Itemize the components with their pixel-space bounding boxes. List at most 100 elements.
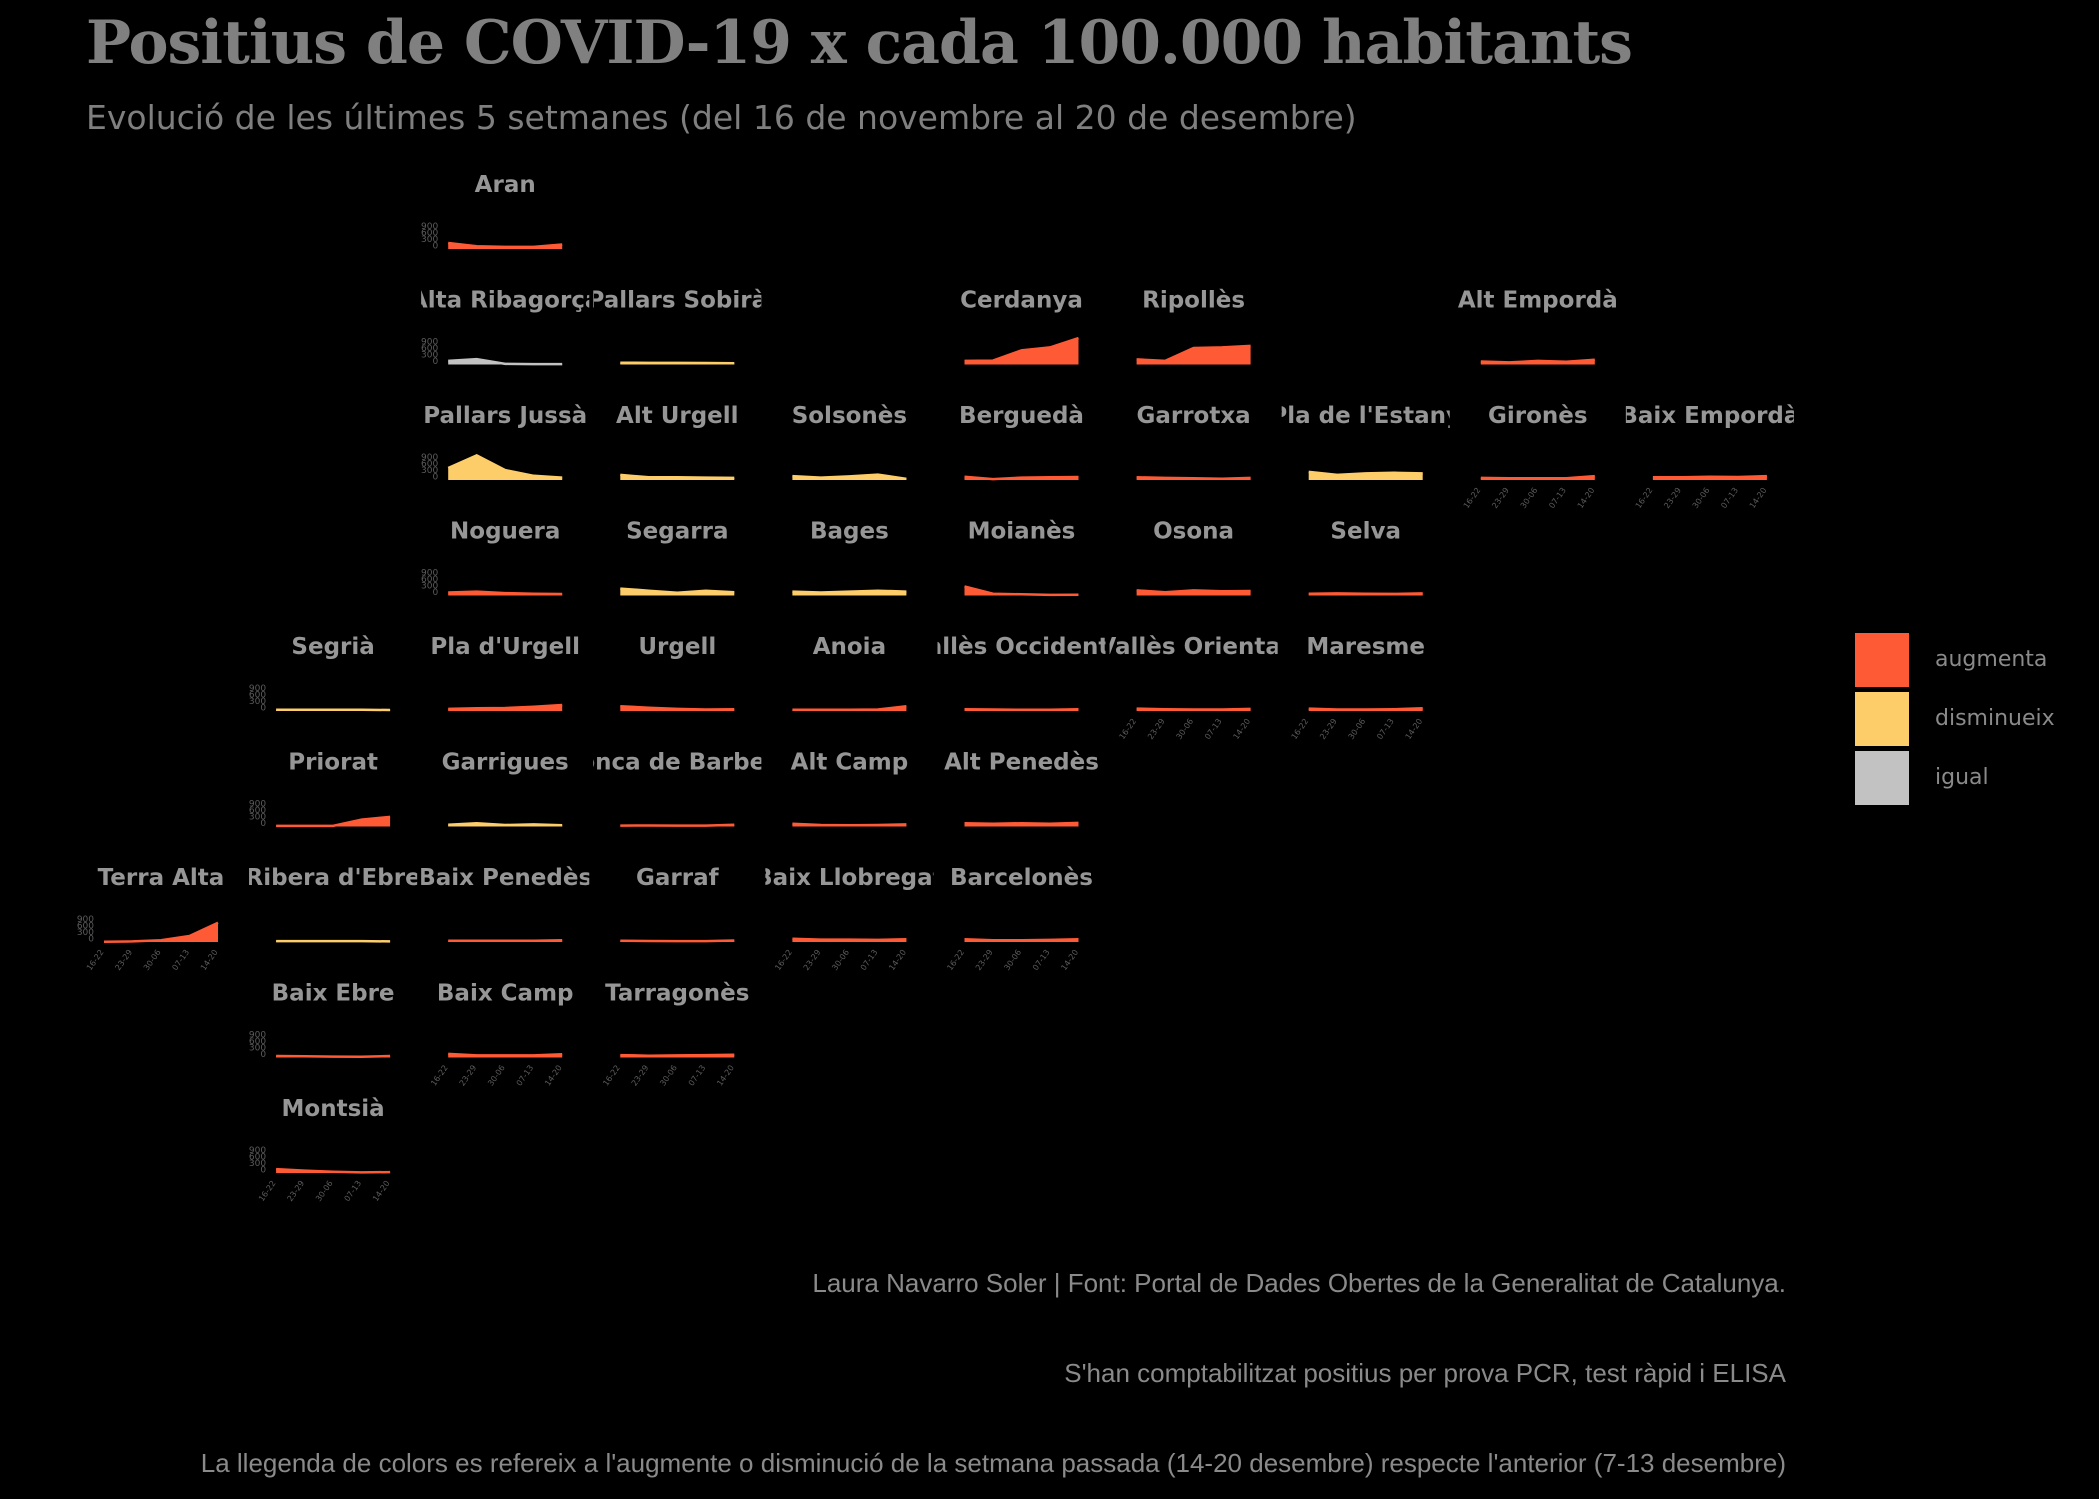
y-tick-label: 0 <box>432 357 438 367</box>
y-tick-label: 600 <box>249 691 266 701</box>
x-tick-label: 23-29 <box>974 948 995 972</box>
panel-title: Alta Ribagorça <box>410 288 601 314</box>
panel-title: Osona <box>1153 519 1234 545</box>
panel-title: Segarra <box>626 519 728 545</box>
area-outline <box>1308 592 1423 596</box>
legend-item-augmenta: augmenta <box>1855 630 2055 689</box>
x-tick-label: 30-06 <box>658 1063 679 1087</box>
area-outline <box>620 823 735 827</box>
x-tick-label: 23-29 <box>802 948 823 972</box>
x-tick-label: 14-20 <box>887 948 908 972</box>
x-tick-label: 23-29 <box>1490 486 1511 510</box>
panel-pallars-sobira: Pallars Sobirà <box>593 288 761 365</box>
panel-title: Anoia <box>813 634 886 660</box>
area-outline <box>448 703 563 711</box>
x-tick-label: 30-06 <box>830 948 851 972</box>
y-tick-label: 0 <box>260 1050 266 1060</box>
area-series <box>276 1169 391 1173</box>
caption-method: S'han comptabilitzat positius per prova … <box>1064 1358 1786 1388</box>
chart-title: Positius de COVID-19 x cada 100.000 habi… <box>86 8 1633 78</box>
area-outline <box>276 1167 391 1174</box>
y-tick-label: 300 <box>77 928 94 938</box>
y-tick-label: 600 <box>421 344 438 354</box>
panel-alt-camp: Alt Camp <box>791 750 908 827</box>
panel-maresme: Maresme 16-22 23-29 30-06 07-13 14-20 <box>1290 634 1425 741</box>
area-outline <box>276 1054 391 1059</box>
x-tick-label: 16-22 <box>1462 486 1483 510</box>
y-tick-label: 0 <box>260 1166 266 1176</box>
y-tick-label: 300 <box>421 351 438 361</box>
y-tick-label: 600 <box>421 460 438 470</box>
panel-title: Bages <box>810 519 889 545</box>
y-tick-label: 300 <box>421 466 438 476</box>
panel-valles-occidental: Vallès Occidental <box>937 634 1106 712</box>
legend-swatch-augmenta <box>1855 632 1909 687</box>
area-outline <box>1480 358 1595 364</box>
panel-anoia: Anoia <box>792 634 907 712</box>
x-tick-label: 16-22 <box>1118 717 1139 741</box>
panel-title: Garraf <box>636 865 720 891</box>
legend-label-disminueix: disminueix <box>1935 706 2055 731</box>
area-outline <box>448 241 563 249</box>
panel-title: Vallès Oriental <box>1098 634 1288 660</box>
area-outline <box>1136 476 1251 481</box>
x-tick-label: 07-13 <box>1203 717 1224 741</box>
legend-item-igual: igual <box>1855 748 2055 807</box>
panel-title: Pla d'Urgell <box>430 634 580 660</box>
panel-alt-emporda: Alt Empordà <box>1458 288 1618 365</box>
x-tick-label: 30-06 <box>486 1063 507 1087</box>
panel-title: Moianès <box>968 519 1076 545</box>
panel-selva: Selva <box>1308 519 1423 596</box>
area-outline <box>1136 344 1251 363</box>
y-tick-label: 600 <box>249 806 266 816</box>
panel-title: Terra Alta <box>98 865 225 891</box>
y-tick-label: 600 <box>249 1037 266 1047</box>
panel-title: Solsonès <box>792 403 907 429</box>
area-outline <box>448 821 563 827</box>
y-tick-label: 300 <box>249 813 266 823</box>
area-outline <box>964 475 1079 481</box>
x-tick-label: 30-06 <box>1691 486 1712 510</box>
area-outline <box>1652 474 1767 479</box>
area-outline <box>1136 589 1251 594</box>
panel-title: Barcelonès <box>950 865 1093 891</box>
panel-title: Pallars Jussà <box>423 403 587 429</box>
area-outline <box>620 587 735 595</box>
legend: augmenta disminueix igual <box>1855 630 2055 807</box>
area-series <box>1136 345 1251 365</box>
x-tick-label: 07-13 <box>1375 717 1396 741</box>
y-tick-label: 0 <box>432 242 438 252</box>
x-tick-label: 16-22 <box>257 1179 278 1203</box>
panel-pla-d-urgell: Pla d'Urgell <box>430 634 580 711</box>
panel-title: Baix Camp <box>437 981 574 1007</box>
legend-label-augmenta: augmenta <box>1935 647 2048 672</box>
y-tick-label: 600 <box>421 229 438 239</box>
x-tick-label: 30-06 <box>314 1179 335 1203</box>
panel-title: Gironès <box>1488 403 1588 429</box>
area-series <box>620 588 735 596</box>
area-outline <box>448 590 563 596</box>
y-tick-label: 900 <box>249 1031 266 1041</box>
area-outline <box>792 589 907 594</box>
x-tick-label: 30-06 <box>1347 717 1368 741</box>
x-tick-label: 16-22 <box>429 1063 450 1087</box>
x-tick-label: 14-20 <box>715 1063 736 1087</box>
x-tick-label: 30-06 <box>1519 486 1540 510</box>
x-tick-label: 23-29 <box>1662 486 1683 510</box>
panel-garraf: Garraf <box>620 865 735 943</box>
area-outline <box>964 707 1079 712</box>
area-outline <box>792 937 907 942</box>
panel-title: Garrotxa <box>1136 403 1250 429</box>
panel-alt-urgell: Alt Urgell <box>616 403 739 480</box>
panel-ribera-d-ebre: Ribera d'Ebre <box>249 865 417 943</box>
x-tick-label: 16-22 <box>85 948 106 972</box>
panel-girones: Gironès 16-22 23-29 30-06 07-13 14-20 <box>1462 403 1597 510</box>
area-outline <box>792 704 907 712</box>
x-tick-label: 14-20 <box>1748 486 1769 510</box>
y-tick-label: 900 <box>249 800 266 810</box>
